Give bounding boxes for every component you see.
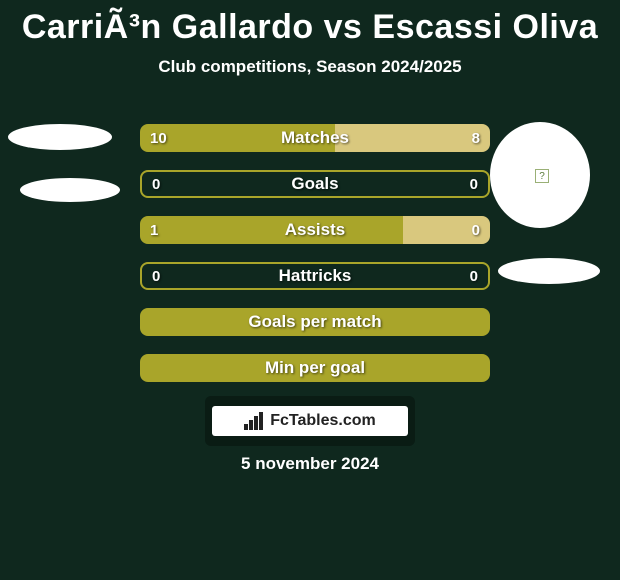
stat-value-right: 8: [462, 124, 490, 152]
stat-value-right: 0: [460, 172, 488, 196]
comparison-infographic: CarriÃ³n Gallardo vs Escassi Oliva Club …: [0, 0, 620, 580]
stat-value-right: 0: [462, 216, 490, 244]
stat-label: Hattricks: [142, 264, 488, 288]
fctables-logo-box: FcTables.com: [205, 396, 415, 446]
stat-label: Matches: [140, 124, 490, 152]
stat-value-left: 1: [140, 216, 168, 244]
stat-label: Goals per match: [140, 308, 490, 336]
stat-label: Min per goal: [140, 354, 490, 382]
stat-label: Goals: [142, 172, 488, 196]
question-mark-icon: ?: [535, 169, 549, 183]
page-subtitle: Club competitions, Season 2024/2025: [0, 57, 620, 77]
stat-row-goals-per-match: Goals per match: [140, 308, 490, 336]
stat-value-left: 0: [142, 172, 170, 196]
stat-row-goals: Goals0 0: [140, 170, 490, 198]
stat-row-hattricks: Hattricks0 0: [140, 262, 490, 290]
logo-text: FcTables.com: [270, 412, 376, 430]
stat-row-min-per-goal: Min per goal: [140, 354, 490, 382]
stat-value-right: 0: [460, 264, 488, 288]
stat-label: Assists: [140, 216, 490, 244]
bar-chart-icon: [244, 412, 263, 430]
fctables-logo: FcTables.com: [212, 406, 408, 436]
page-title: CarriÃ³n Gallardo vs Escassi Oliva: [0, 0, 620, 47]
stat-value-left: 10: [140, 124, 177, 152]
stat-value-left: 0: [142, 264, 170, 288]
stat-row-matches: Matches10 8: [140, 124, 490, 152]
silhouette-ellipse: [20, 178, 120, 202]
right-player-shadow: [498, 258, 600, 284]
silhouette-ellipse: [8, 124, 112, 150]
stat-bars: Matches108Goals00Assists10Hattricks00Goa…: [140, 124, 490, 400]
stat-row-assists: Assists1 0: [140, 216, 490, 244]
date-line: 5 november 2024: [0, 454, 620, 474]
